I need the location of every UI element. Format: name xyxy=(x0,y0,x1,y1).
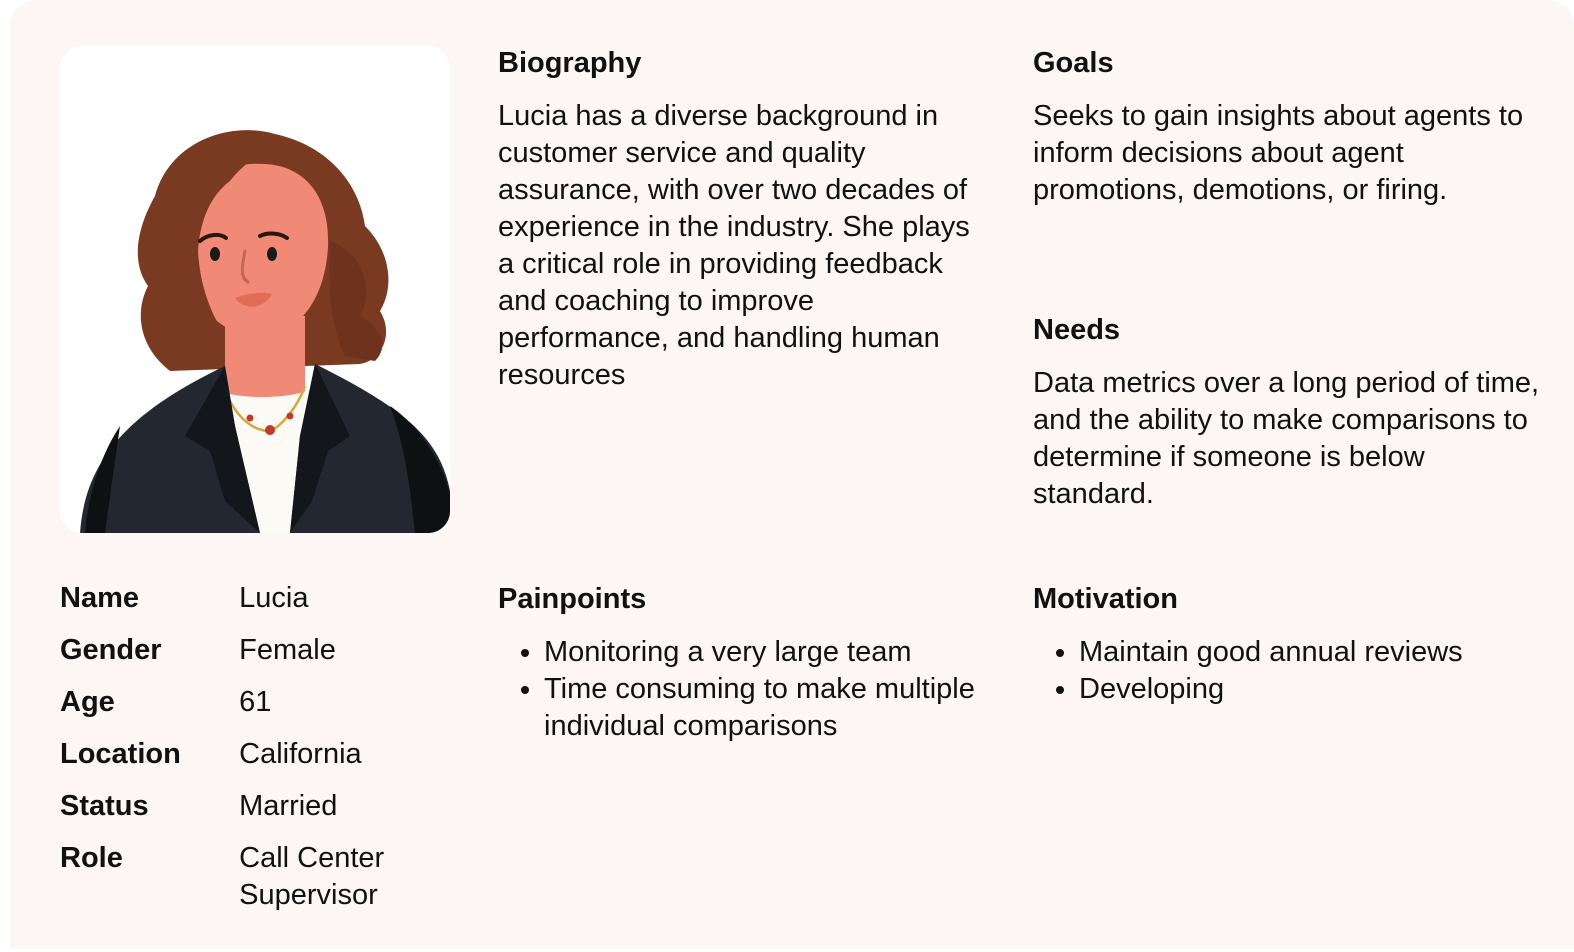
fact-value: California xyxy=(239,738,362,770)
fact-label: Location xyxy=(60,738,181,770)
goals-title: Goals xyxy=(1033,47,1114,79)
fact-row-name: Name Lucia xyxy=(60,580,460,632)
list-item: Time consuming to make multiple individu… xyxy=(544,671,998,745)
fact-value: Female xyxy=(239,634,336,666)
fact-label: Status xyxy=(60,790,149,822)
persona-card: Name Lucia Gender Female Age 61 Location… xyxy=(10,0,1574,948)
fact-value: Call Center Supervisor xyxy=(239,842,385,911)
fact-value: 61 xyxy=(239,686,272,718)
motivation-section: Motivation Maintain good annual reviews … xyxy=(1033,580,1573,708)
persona-facts-table: Name Lucia Gender Female Age 61 Location… xyxy=(60,580,460,929)
persona-portrait xyxy=(60,46,450,533)
fact-label: Role xyxy=(60,842,123,874)
goals-section: Goals Seeks to gain insights about agent… xyxy=(1033,44,1543,209)
fact-row-location: Location California xyxy=(60,736,460,788)
list-item: Developing xyxy=(1079,671,1573,708)
list-item: Monitoring a very large team xyxy=(544,634,998,671)
fact-row-status: Status Married xyxy=(60,788,460,840)
woman-avatar-icon xyxy=(60,46,450,533)
fact-row-role: Role Call Center Supervisor xyxy=(60,840,460,929)
needs-section: Needs Data metrics over a long period of… xyxy=(1033,311,1543,513)
motivation-list: Maintain good annual reviews Developing xyxy=(1033,634,1573,708)
fact-value: Lucia xyxy=(239,582,309,614)
needs-text: Data metrics over a long period of time,… xyxy=(1033,367,1540,510)
fact-label: Gender xyxy=(60,634,162,666)
needs-title: Needs xyxy=(1033,314,1121,346)
biography-title: Biography xyxy=(498,47,642,79)
painpoints-section: Painpoints Monitoring a very large team … xyxy=(498,580,998,745)
fact-row-age: Age 61 xyxy=(60,684,460,736)
fact-value: Married xyxy=(239,790,338,822)
motivation-title: Motivation xyxy=(1033,583,1178,615)
biography-text: Lucia has a diverse background in custom… xyxy=(498,100,970,391)
goals-text: Seeks to gain insights about agents to i… xyxy=(1033,100,1524,206)
biography-section: Biography Lucia has a diverse background… xyxy=(498,44,988,394)
fact-label: Age xyxy=(60,686,115,718)
painpoints-title: Painpoints xyxy=(498,583,647,615)
painpoints-list: Monitoring a very large team Time consum… xyxy=(498,634,998,745)
list-item: Maintain good annual reviews xyxy=(1079,634,1573,671)
fact-row-gender: Gender Female xyxy=(60,632,460,684)
fact-label: Name xyxy=(60,582,139,614)
